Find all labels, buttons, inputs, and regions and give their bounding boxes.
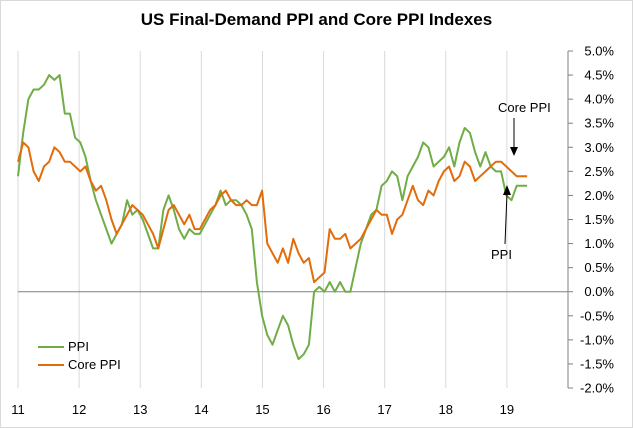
- y-tick-label: 4.5%: [584, 68, 614, 83]
- x-tick-label: 16: [316, 402, 330, 417]
- legend-ppi-label: PPI: [68, 339, 89, 354]
- y-tick-label: 2.0%: [584, 188, 614, 203]
- y-tick-label: -1.0%: [580, 332, 614, 347]
- y-tick-label: 5.0%: [584, 44, 614, 59]
- gridlines: [17, 51, 569, 388]
- annotation-ppi-label: PPI: [491, 247, 512, 262]
- x-tick-label: 13: [133, 402, 147, 417]
- x-tick-label: 11: [11, 402, 25, 417]
- y-tick-label: 0.0%: [584, 284, 614, 299]
- y-tick-label: 1.0%: [584, 236, 614, 251]
- annotations: Core PPI PPI: [491, 100, 551, 262]
- x-tick-label: 14: [194, 402, 208, 417]
- y-tick-label: 2.5%: [584, 164, 614, 179]
- y-tick-label: -1.5%: [580, 356, 614, 371]
- annotation-core-ppi-arrowhead: [510, 147, 518, 156]
- chart-title: US Final-Demand PPI and Core PPI Indexes: [140, 10, 493, 29]
- x-tick-label: 15: [255, 402, 269, 417]
- y-tick-label: 3.5%: [584, 116, 614, 131]
- annotation-core-ppi-label: Core PPI: [498, 100, 551, 115]
- series-lines: [17, 74, 528, 361]
- annotation-ppi-arrow: [504, 192, 508, 245]
- series-ppi-line: [17, 74, 528, 361]
- annotation-ppi-arrowhead: [503, 185, 511, 195]
- y-tick-label: 0.5%: [584, 260, 614, 275]
- y-tick-label: 1.5%: [584, 212, 614, 227]
- x-tick-label: 17: [377, 402, 391, 417]
- y-tick-label: -0.5%: [580, 308, 614, 323]
- x-tick-label: 12: [72, 402, 86, 417]
- y-tick-label: 3.0%: [584, 140, 614, 155]
- x-tick-label: 18: [439, 402, 453, 417]
- y-tick-label: -2.0%: [580, 381, 614, 396]
- x-tick-label: 19: [500, 402, 514, 417]
- legend: PPI Core PPI: [38, 339, 121, 372]
- y-tick-label: 4.0%: [584, 92, 614, 107]
- series-core-ppi-line: [17, 141, 528, 284]
- axes: 11 12 13 14 15 16 17 18 19 5.0% 4.5% 4.0% 3.5% 3.0% 2.…: [11, 44, 614, 418]
- legend-core-ppi-label: Core PPI: [68, 357, 121, 372]
